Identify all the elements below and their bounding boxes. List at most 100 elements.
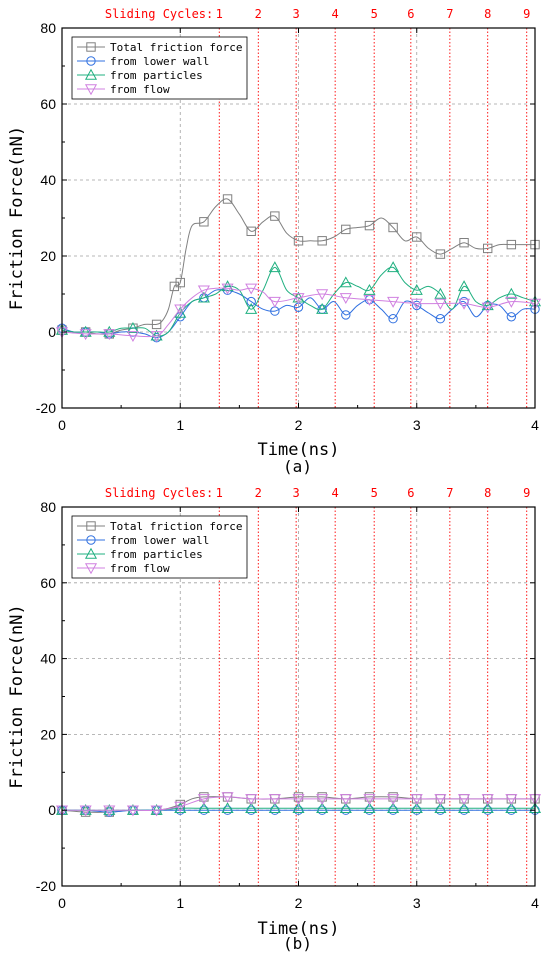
cycle-label: 1: [216, 7, 223, 21]
data-point: [458, 280, 471, 292]
series-from-flow: [55, 792, 542, 817]
data-point: [316, 802, 329, 814]
data-point: [388, 314, 398, 324]
cycle-label: 3: [293, 486, 300, 500]
data-point: [435, 314, 446, 324]
cycle-label: 4: [332, 7, 339, 21]
data-point: [79, 329, 92, 341]
legend-marker: [84, 68, 98, 80]
legend-entry: from flow: [110, 562, 170, 575]
data-point: [458, 794, 471, 806]
data-point: [459, 238, 469, 248]
cycle-label: 9: [523, 486, 530, 500]
data-point: [245, 283, 258, 295]
sliding-cycles-label: Sliding Cycles:: [105, 7, 213, 21]
series-from-particles: [55, 802, 542, 815]
y-tick-label: 60: [40, 575, 56, 591]
y-tick-label: 40: [40, 651, 56, 667]
data-point: [268, 261, 281, 273]
legend-marker: [84, 84, 98, 96]
data-point: [506, 312, 517, 322]
data-point: [364, 220, 375, 231]
series-line: [61, 287, 536, 338]
legend-entry: from flow: [110, 83, 170, 96]
data-point: [175, 277, 185, 288]
data-point: [363, 794, 376, 806]
data-point: [481, 299, 494, 311]
data-point: [505, 802, 518, 814]
data-point: [79, 325, 92, 337]
y-tick-label: 40: [40, 172, 56, 188]
x-tick-label: 2: [295, 895, 303, 911]
data-point: [270, 211, 280, 221]
data-point: [481, 302, 494, 314]
legend-marker: [84, 563, 98, 575]
data-point: [505, 287, 518, 299]
data-point: [458, 802, 471, 814]
data-point: [197, 285, 210, 297]
data-point: [388, 222, 398, 233]
x-tick-label: 4: [531, 895, 539, 911]
data-point: [410, 298, 423, 310]
data-point: [103, 325, 116, 337]
data-point: [245, 802, 258, 814]
x-tick-label: 1: [176, 895, 184, 911]
data-point: [268, 802, 281, 814]
y-tick-label: 0: [48, 324, 56, 340]
series-line: [61, 198, 535, 335]
y-tick-label: 60: [40, 96, 56, 112]
data-point: [506, 239, 517, 250]
x-tick-label: 3: [413, 417, 421, 433]
data-point: [435, 249, 446, 259]
data-point: [316, 302, 329, 314]
data-point: [151, 319, 162, 330]
x-tick-label: 3: [413, 895, 421, 911]
cycle-label: 5: [371, 7, 378, 21]
y-tick-label: -20: [36, 400, 56, 416]
legend-entry: Total friction force: [110, 520, 242, 533]
y-axis-label: Friction Force(nN): [7, 604, 27, 788]
data-point: [434, 802, 447, 814]
data-point: [197, 802, 210, 814]
data-point: [268, 296, 281, 308]
data-point: [483, 243, 493, 254]
legend-entry: from particles: [110, 548, 203, 561]
cycle-label: 1: [216, 486, 223, 500]
data-point: [221, 283, 234, 295]
data-point: [410, 283, 423, 295]
data-point: [246, 226, 256, 237]
data-point: [412, 232, 422, 242]
data-point: [505, 296, 518, 308]
y-tick-label: 20: [40, 726, 56, 742]
data-point: [245, 794, 258, 806]
legend-marker: [86, 56, 96, 66]
data-point: [221, 792, 234, 804]
data-point: [339, 794, 352, 806]
legend-entry: from lower wall: [110, 534, 209, 547]
x-tick-label: 2: [295, 417, 303, 433]
data-point: [341, 310, 351, 320]
data-point: [103, 329, 116, 341]
data-point: [126, 331, 139, 343]
data-point: [292, 802, 305, 814]
series-line: [61, 288, 536, 339]
data-point: [150, 805, 163, 817]
x-tick-label: 1: [176, 417, 184, 433]
y-tick-label: 20: [40, 248, 56, 264]
x-axis-label: Time(ns): [258, 919, 340, 939]
x-tick-label: 0: [58, 895, 66, 911]
sliding-cycles-label: Sliding Cycles:: [105, 486, 213, 500]
data-point: [363, 295, 376, 306]
data-point: [246, 296, 256, 307]
data-point: [221, 802, 234, 814]
legend-entry: from particles: [110, 69, 203, 82]
cycle-label: 2: [255, 486, 262, 500]
cycle-label: 9: [523, 7, 530, 21]
legend-entry: Total friction force: [110, 41, 242, 54]
data-point: [126, 321, 139, 333]
data-point: [387, 794, 400, 806]
data-point: [316, 794, 329, 806]
data-point: [197, 291, 210, 303]
